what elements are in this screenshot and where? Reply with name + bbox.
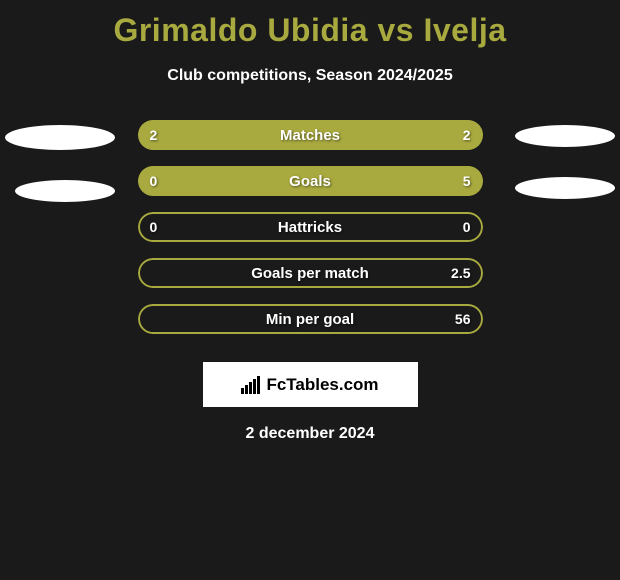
stat-bar-goals-per-match: Goals per match 2.5: [138, 258, 483, 288]
chart-icon: [241, 376, 260, 394]
date-text: 2 december 2024: [0, 425, 620, 443]
stat-label: Min per goal: [138, 304, 483, 334]
player-ellipse: [5, 125, 115, 150]
stat-right-value: 5: [463, 166, 471, 196]
stat-bar-matches: 2 Matches 2: [138, 120, 483, 150]
right-player-placeholder: [495, 125, 615, 199]
page-title: Grimaldo Ubidia vs Ivelja: [0, 12, 620, 49]
stat-label: Hattricks: [138, 212, 483, 242]
stat-label: Matches: [138, 120, 483, 150]
stat-right-value: 2.5: [451, 258, 470, 288]
stat-right-value: 56: [455, 304, 471, 334]
fctables-logo: FcTables.com: [203, 362, 418, 407]
stat-label: Goals: [138, 166, 483, 196]
stat-right-value: 2: [463, 120, 471, 150]
player-ellipse: [515, 125, 615, 147]
left-player-placeholder: [5, 125, 125, 202]
subtitle: Club competitions, Season 2024/2025: [0, 67, 620, 85]
stats-bars: 2 Matches 2 0 Goals 5 0 Hattricks 0: [138, 120, 483, 350]
comparison-area: 2 Matches 2 0 Goals 5 0 Hattricks 0: [0, 120, 620, 350]
stat-bar-min-per-goal: Min per goal 56: [138, 304, 483, 334]
comparison-infographic: Grimaldo Ubidia vs Ivelja Club competiti…: [0, 0, 620, 453]
stat-label: Goals per match: [138, 258, 483, 288]
stat-right-value: 0: [463, 212, 471, 242]
stat-bar-hattricks: 0 Hattricks 0: [138, 212, 483, 242]
logo-text: FcTables.com: [266, 375, 378, 395]
stat-bar-goals: 0 Goals 5: [138, 166, 483, 196]
player-ellipse: [15, 180, 115, 202]
player-ellipse: [515, 177, 615, 199]
